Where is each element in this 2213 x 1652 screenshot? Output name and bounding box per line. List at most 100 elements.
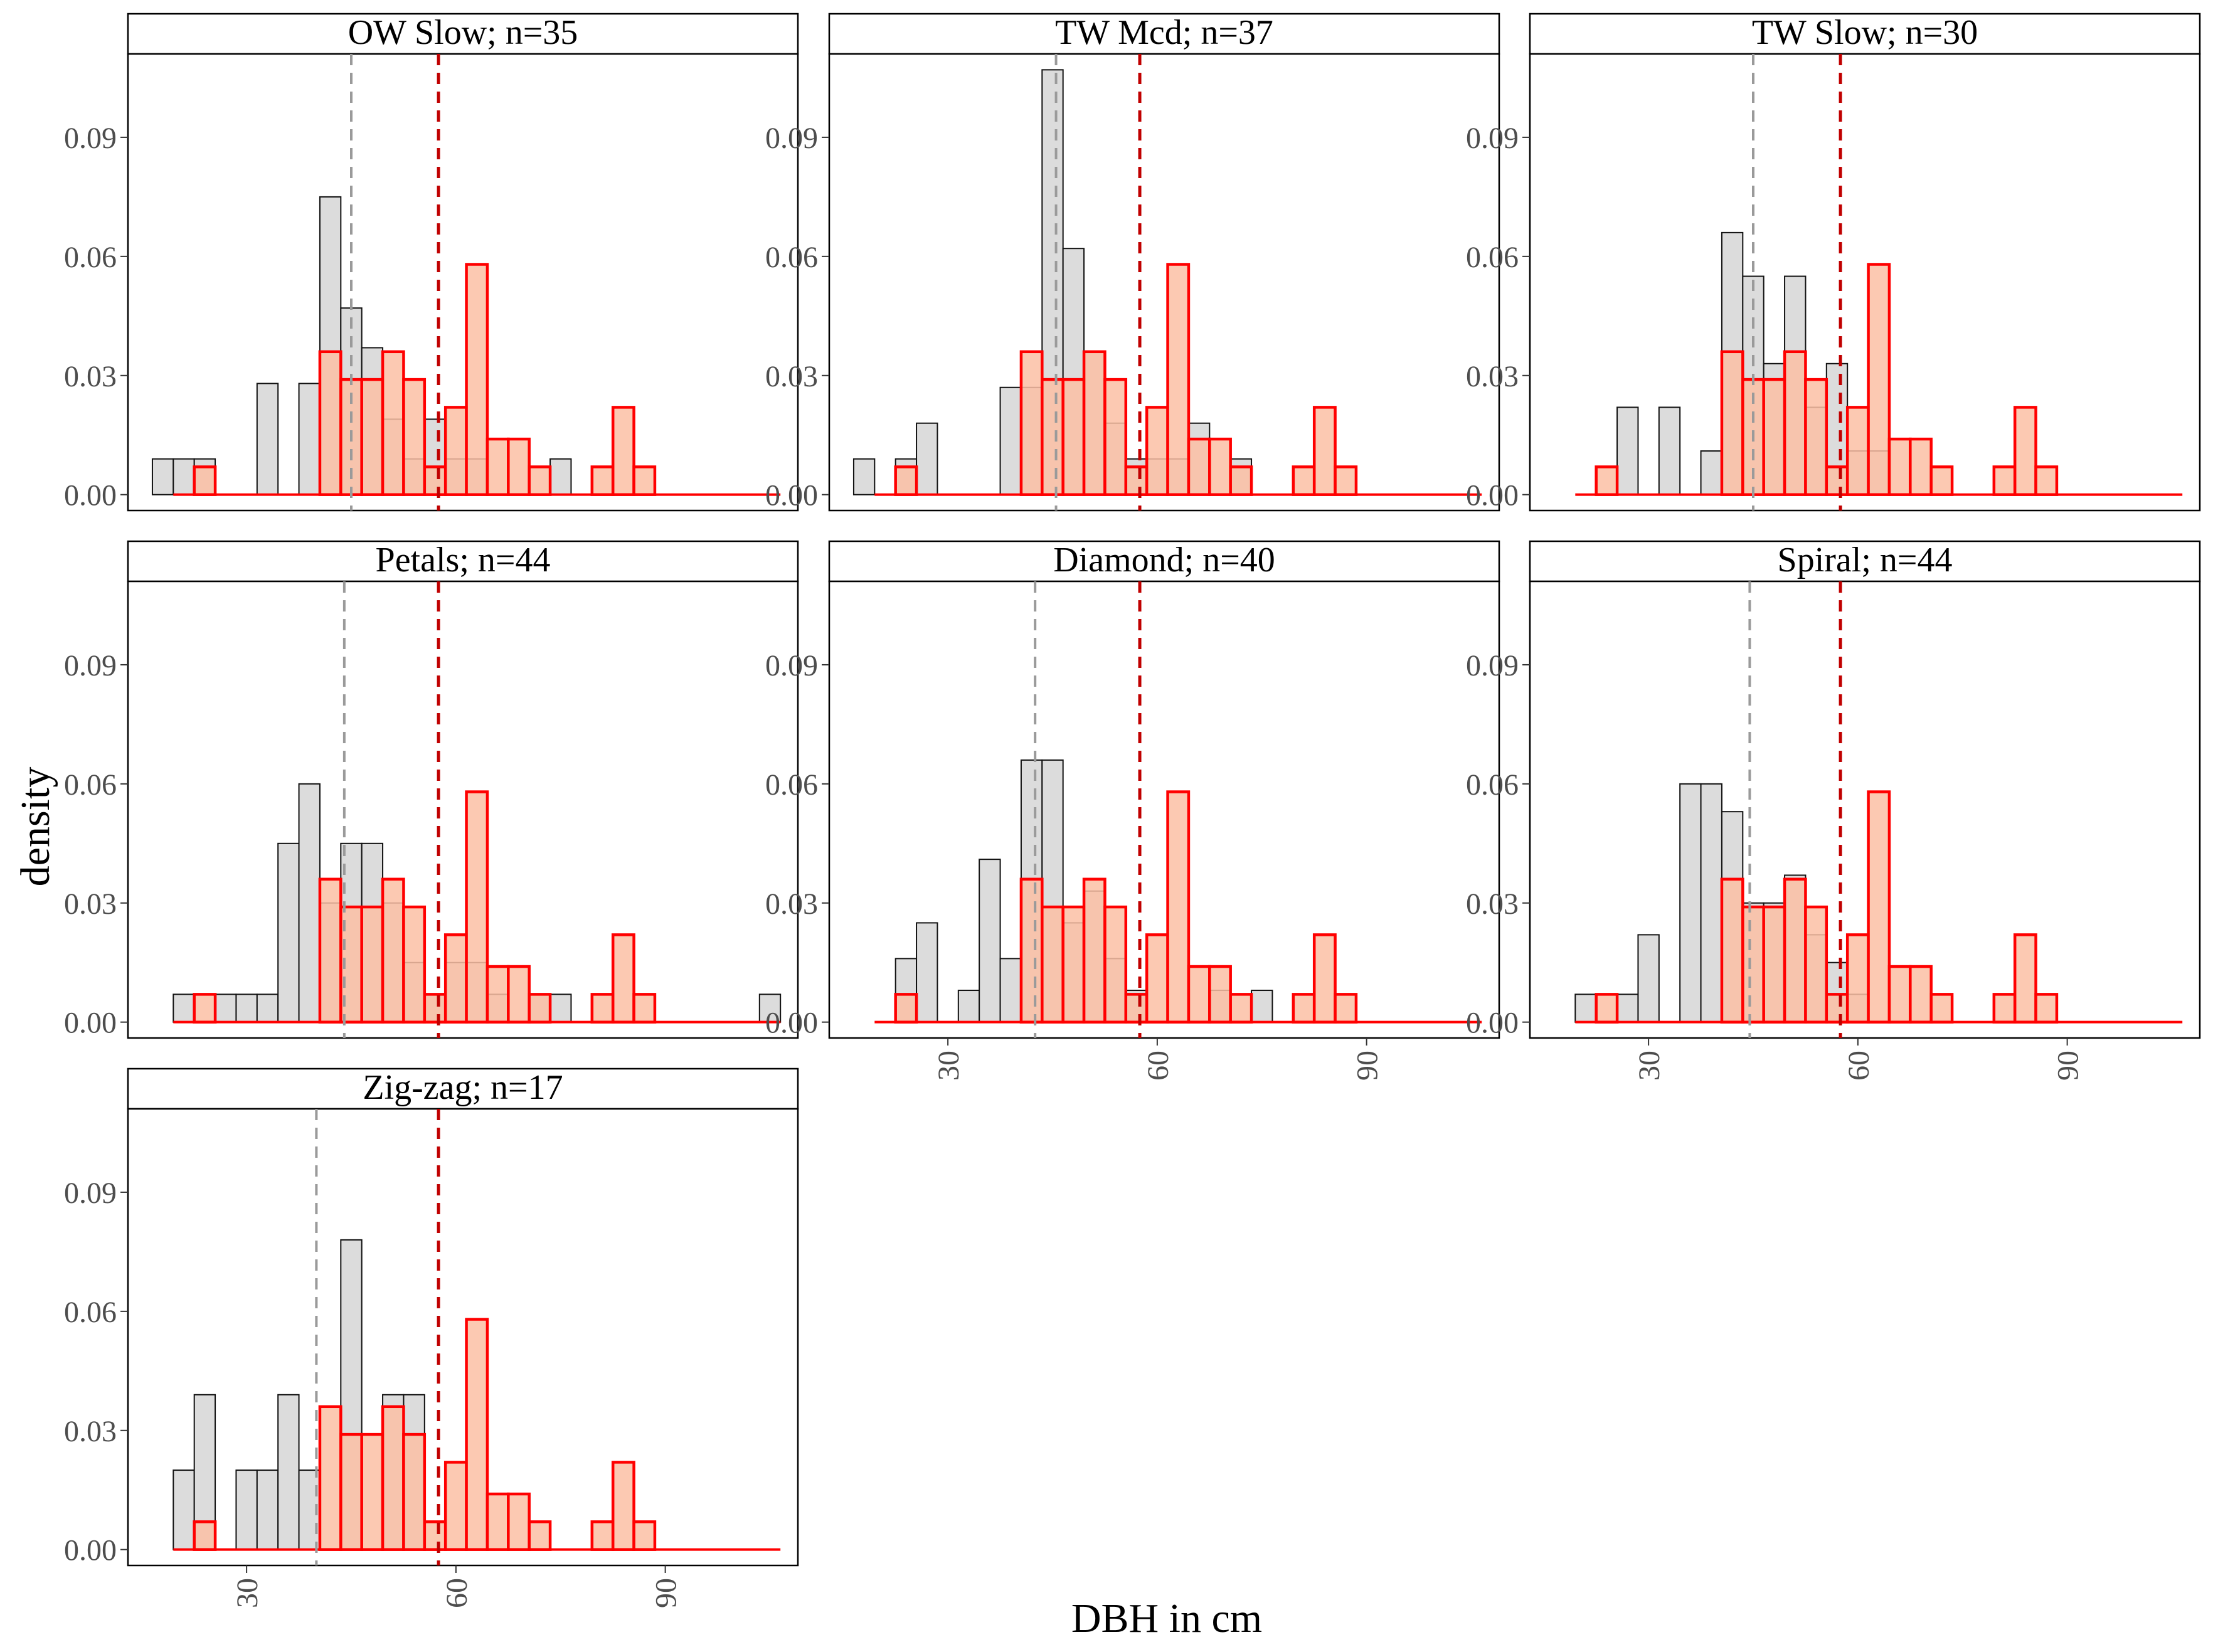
reference-histogram-bar (193, 993, 217, 1024)
reference-histogram-bar (423, 1520, 447, 1551)
reference-histogram-bar (486, 437, 510, 496)
reference-histogram-bar (1145, 933, 1169, 1024)
group-histogram-bar (957, 990, 980, 1023)
reference-histogram-bar (1187, 437, 1211, 496)
reference-histogram-bar (1867, 790, 1891, 1024)
reference-histogram-bar (528, 465, 552, 496)
facet-title: Diamond; n=40 (1053, 541, 1275, 580)
y-tick-label: 0.03 (1466, 360, 1519, 393)
reference-histogram-bar (486, 1492, 510, 1551)
reference-histogram-bar (1061, 378, 1086, 496)
group-histogram-bar (1251, 990, 1273, 1023)
facet-panel: Petals; n=44 0.00 0.03 0.06 0.09 (64, 540, 799, 1040)
reference-histogram-bar (1783, 877, 1807, 1024)
group-histogram-bar (979, 859, 1001, 1023)
group-histogram-bar (256, 383, 279, 495)
reference-histogram-bar (1082, 877, 1106, 1024)
reference-histogram-bar (507, 1492, 531, 1551)
y-tick-label: 0.03 (765, 360, 818, 393)
y-tick-label: 0.09 (1466, 649, 1519, 682)
y-tick-label: 0.03 (64, 887, 117, 921)
facet-strip (127, 1067, 799, 1110)
x-tick-label: 60 (440, 1578, 474, 1608)
reference-histogram-bar (1082, 350, 1106, 496)
reference-histogram-bar (1783, 350, 1807, 496)
y-tick-label: 0.00 (765, 1007, 818, 1040)
reference-histogram-bar (381, 877, 405, 1024)
reference-histogram-bar (1124, 465, 1149, 496)
reference-histogram-bar (894, 465, 918, 496)
reference-histogram-bar (1208, 437, 1232, 496)
group-histogram-bar (256, 1469, 279, 1550)
reference-histogram-bar (1762, 378, 1786, 496)
reference-histogram-bar (486, 965, 510, 1024)
x-tick-label: 30 (231, 1578, 264, 1608)
reference-histogram-bar (1929, 465, 1954, 496)
facet-panel: Zig-zag; n=17 0.00 0.03 0.06 0.09 30 60 90 (64, 1067, 799, 1608)
facet-panel: OW Slow; n=35 0.00 0.03 0.06 0.09 (64, 13, 799, 512)
x-tick-label: 30 (932, 1051, 965, 1081)
group-histogram-bar (172, 993, 195, 1023)
y-tick-label: 0.09 (765, 649, 818, 682)
reference-histogram-bar (528, 993, 552, 1024)
y-tick-label: 0.09 (765, 122, 818, 155)
group-histogram-bar (1574, 993, 1597, 1023)
reference-histogram-bar (1103, 378, 1128, 496)
reference-histogram-bar (507, 437, 531, 496)
reference-histogram-bar (2013, 406, 2037, 496)
reference-histogram-bar (423, 993, 447, 1024)
reference-histogram-bar (318, 1405, 342, 1551)
reference-histogram-bar (590, 465, 615, 496)
reference-histogram-bar (381, 350, 405, 496)
reference-histogram-bar (193, 1520, 217, 1551)
reference-histogram-bar (1887, 965, 1912, 1024)
group-histogram-bar (172, 458, 195, 495)
reference-histogram-bar (1229, 465, 1253, 496)
reference-histogram-bar (360, 905, 385, 1024)
y-tick-label: 0.06 (1466, 241, 1519, 274)
x-axis-label: DBH in cm (1071, 1596, 1262, 1641)
reference-histogram-bar (193, 465, 217, 496)
reference-histogram-bar (402, 1432, 427, 1551)
reference-histogram-bar (381, 1405, 405, 1551)
facet-strip (1529, 13, 2201, 55)
y-tick-label: 0.03 (1466, 887, 1519, 921)
reference-histogram-bar (402, 905, 427, 1024)
reference-histogram-bar (507, 965, 531, 1024)
y-tick-label: 0.00 (64, 1007, 117, 1040)
y-axis-label: density (13, 767, 58, 887)
reference-histogram-bar (590, 993, 615, 1024)
facet-title: Zig-zag; n=17 (363, 1068, 563, 1107)
reference-histogram-bar (1334, 465, 1358, 496)
group-histogram-bar (298, 383, 321, 495)
facet-title: Petals; n=44 (376, 541, 551, 580)
reference-histogram-bar (1762, 905, 1786, 1024)
reference-histogram-bar (894, 993, 918, 1024)
y-tick-label: 0.06 (64, 241, 117, 274)
x-tick-label: 30 (1633, 1051, 1666, 1081)
x-tick-label: 60 (1142, 1051, 1175, 1081)
group-histogram-bar (1637, 934, 1660, 1023)
reference-histogram-bar (360, 1432, 385, 1551)
reference-histogram-bar (1312, 933, 1337, 1024)
reference-histogram-bar (1909, 437, 1933, 496)
reference-histogram-bar (1292, 993, 1316, 1024)
reference-histogram-bar (1720, 877, 1744, 1024)
reference-histogram-bar (1229, 993, 1253, 1024)
reference-histogram-bar (611, 933, 635, 1024)
reference-histogram-bar (1845, 406, 1870, 496)
x-tick-label: 90 (1351, 1051, 1384, 1081)
group-histogram-bar (999, 386, 1022, 495)
group-histogram-bar (999, 958, 1022, 1023)
y-tick-label: 0.00 (64, 1534, 117, 1567)
reference-histogram-bar (590, 1520, 615, 1551)
group-histogram-bar (549, 993, 572, 1023)
group-histogram-bar (1700, 783, 1722, 1023)
facet-panel: Spiral; n=44 0.00 0.03 0.06 0.09 30 60 90 (1466, 540, 2201, 1081)
y-tick-label: 0.03 (64, 360, 117, 393)
reference-histogram-bar (1929, 993, 1954, 1024)
group-histogram-bar (215, 993, 237, 1023)
reference-histogram-bar (1061, 905, 1086, 1024)
group-histogram-bar (172, 1469, 195, 1550)
reference-histogram-bar (1845, 933, 1870, 1024)
